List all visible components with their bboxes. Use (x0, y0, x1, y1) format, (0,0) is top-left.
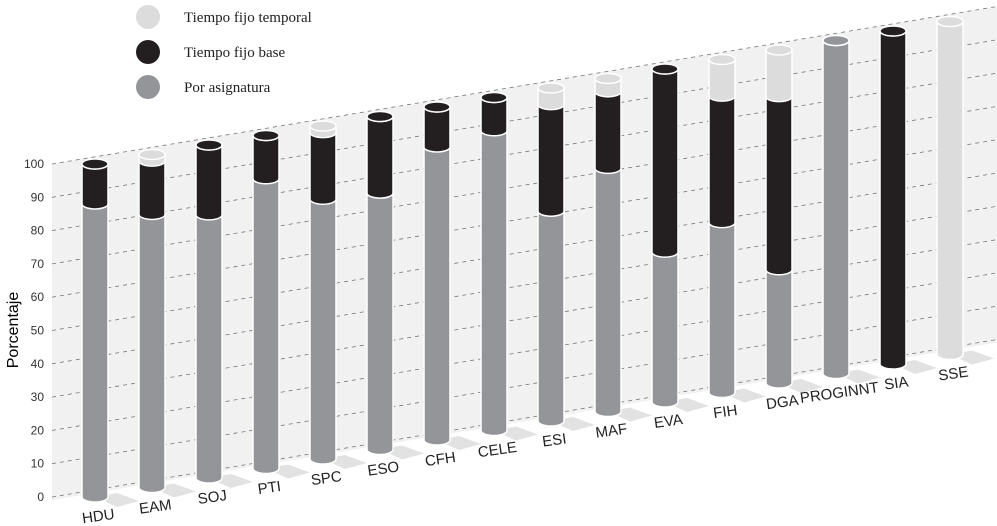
bar-cap (594, 72, 622, 85)
bar-segment (252, 134, 280, 185)
x-tick-label: EAM (138, 496, 173, 517)
y-axis-label: Porcentaje (5, 292, 22, 369)
y-tick-label: 40 (31, 357, 45, 371)
bar-segment (708, 221, 736, 399)
bar-segment (309, 198, 337, 465)
bar-cap (81, 158, 109, 170)
bar-cap (822, 34, 850, 47)
x-tick-label: PTI (257, 478, 282, 498)
x-tick-label: CFH (424, 449, 457, 470)
bar-segment (195, 214, 223, 484)
bar-segment (195, 144, 223, 221)
bar-segment (765, 269, 793, 389)
bar-cap (366, 110, 394, 123)
bar-segment (651, 251, 679, 408)
bar-segment (366, 115, 394, 199)
bar-cap (708, 53, 736, 66)
bar-segment (81, 203, 109, 503)
x-tick-label: ESI (541, 430, 567, 450)
y-tick-label: 100 (24, 157, 44, 171)
legend-label: Por asignatura (184, 80, 271, 96)
bar-segment (423, 146, 451, 446)
bar-segment (423, 106, 451, 153)
bar-cap (195, 139, 223, 151)
y-tick-label: 90 (31, 190, 45, 204)
bar-cap (765, 44, 793, 56)
bar-segment (480, 96, 508, 137)
bar-segment (81, 163, 109, 210)
legend-label: Tiempo fijo base (184, 45, 285, 61)
bar-cap (480, 91, 508, 104)
x-tick-label: HDU (81, 506, 116, 526)
x-tick-label: SSE (937, 364, 969, 385)
y-tick-label: 0 (37, 490, 44, 504)
legend-swatch (136, 75, 160, 99)
bar-cap (252, 129, 280, 142)
legend-swatch (136, 40, 160, 64)
bar-cap (537, 82, 565, 94)
y-tick-label: 50 (31, 324, 45, 338)
y-tick-label: 70 (31, 257, 45, 271)
x-tick-label: DGA (765, 392, 800, 413)
bar-cap (936, 15, 964, 28)
x-tick-label: ESO (367, 458, 401, 479)
bar-segment (708, 58, 736, 102)
x-tick-label: SOJ (197, 487, 228, 508)
bar-segment (537, 210, 565, 427)
x-tick-label: FIH (712, 402, 738, 422)
bar-segment (765, 95, 793, 276)
bar-segment (480, 130, 508, 437)
bar-segment (822, 39, 850, 380)
bar-segment (708, 95, 736, 229)
bar-segment (537, 103, 565, 217)
bar-segment (537, 87, 565, 111)
x-tick-label: SPC (310, 468, 343, 489)
y-tick-label: 10 (31, 457, 45, 471)
plot-plane (52, 6, 997, 500)
y-tick-label: 20 (31, 423, 45, 437)
bar-segment (138, 160, 166, 221)
bar-segment (594, 91, 622, 175)
bar-segment (309, 131, 337, 206)
bar-segment (765, 49, 793, 103)
bar-cap (138, 148, 166, 161)
bar-segment (252, 178, 280, 475)
bar-cap (309, 120, 337, 132)
bar-segment (594, 167, 622, 418)
bar-cap (423, 101, 451, 113)
x-tick-label: MAF (595, 420, 629, 441)
x-tick-label: EVA (653, 411, 684, 432)
y-tick-label: 30 (31, 390, 45, 404)
bar-segment (366, 192, 394, 456)
y-tick-label: 60 (31, 290, 45, 304)
bar-segment (879, 30, 907, 370)
x-tick-label: CELE (477, 439, 518, 461)
legend-swatch (136, 5, 160, 29)
bar-segment (651, 68, 679, 258)
y-tick-label: 80 (31, 224, 45, 238)
legend-label: Tiempo fijo temporal (184, 10, 312, 26)
bar-cap (879, 25, 907, 37)
bar-segment (138, 213, 166, 494)
x-tick-label: SIA (883, 373, 909, 393)
bar-segment (936, 20, 964, 361)
bar-cap (651, 63, 679, 75)
